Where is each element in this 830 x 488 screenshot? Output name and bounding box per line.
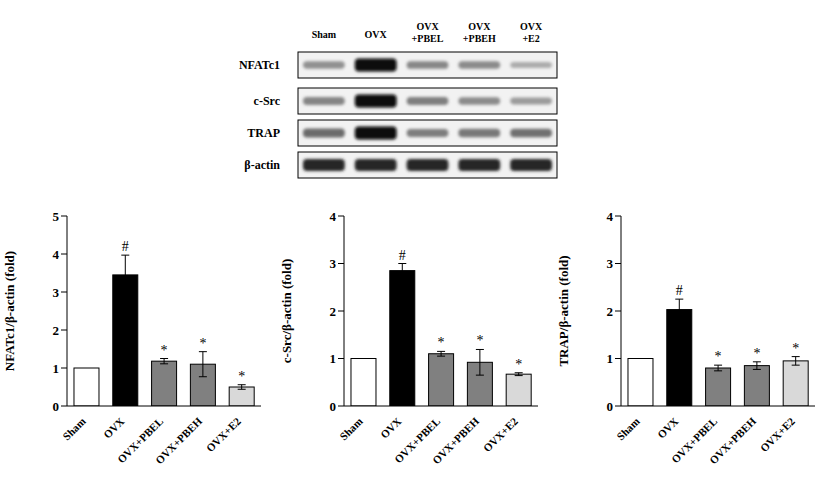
svg-text:*: * (238, 369, 245, 384)
svg-text:3: 3 (53, 285, 60, 300)
svg-text:2: 2 (330, 304, 337, 319)
svg-text:OVX+E2: OVX+E2 (204, 415, 244, 455)
svg-text:c-Src/β-actin (fold): c-Src/β-actin (fold) (279, 259, 294, 363)
svg-text:#: # (676, 283, 683, 298)
svg-text:OVX: OVX (365, 29, 388, 40)
svg-text:0: 0 (330, 399, 337, 414)
svg-text:OVX+PBEL: OVX+PBEL (668, 414, 720, 466)
svg-text:OVX+PBEL: OVX+PBEL (412, 21, 444, 44)
svg-text:Sham: Sham (60, 415, 88, 443)
svg-text:OVX: OVX (655, 415, 681, 441)
svg-text:OVX+PBEH: OVX+PBEH (430, 415, 482, 467)
svg-text:*: * (515, 357, 522, 372)
svg-text:*: * (199, 336, 206, 351)
svg-text:NFATc1/β-actin (fold): NFATc1/β-actin (fold) (8, 251, 17, 371)
svg-text:OVX+E2: OVX+E2 (520, 21, 543, 44)
svg-text:#: # (122, 239, 129, 254)
svg-text:1: 1 (53, 361, 60, 376)
svg-text:NFATc1: NFATc1 (239, 58, 280, 72)
svg-text:*: * (753, 346, 760, 361)
svg-text:*: * (476, 333, 483, 348)
svg-text:Sham: Sham (337, 415, 365, 443)
svg-text:2: 2 (607, 304, 614, 319)
svg-text:*: * (161, 343, 168, 358)
svg-text:Sham: Sham (312, 29, 337, 40)
svg-text:4: 4 (53, 247, 60, 262)
svg-text:5: 5 (53, 209, 60, 224)
svg-text:OVX: OVX (101, 415, 127, 441)
svg-text:β-actin: β-actin (244, 158, 280, 172)
svg-text:OVX+PBEH: OVX+PBEH (153, 415, 205, 467)
svg-text:3: 3 (330, 256, 337, 271)
svg-text:OVX: OVX (378, 415, 404, 441)
svg-text:TRAP: TRAP (247, 126, 280, 140)
svg-text:OVX+E2: OVX+E2 (481, 415, 521, 455)
svg-text:Sham: Sham (614, 415, 642, 443)
svg-text:2: 2 (53, 323, 60, 338)
svg-text:*: * (438, 335, 445, 350)
svg-text:1: 1 (607, 351, 614, 366)
svg-text:c-Src: c-Src (254, 94, 281, 108)
svg-text:*: * (792, 341, 799, 356)
svg-text:*: * (715, 349, 722, 364)
svg-text:#: # (399, 248, 406, 263)
svg-text:OVX+PBEH: OVX+PBEH (707, 415, 759, 467)
svg-text:OVX+PBEL: OVX+PBEL (114, 414, 166, 466)
svg-text:4: 4 (330, 209, 337, 224)
svg-text:1: 1 (330, 351, 337, 366)
svg-text:OVX+E2: OVX+E2 (758, 415, 798, 455)
svg-text:4: 4 (607, 209, 614, 224)
svg-text:OVX+PBEL: OVX+PBEL (391, 414, 443, 466)
svg-text:TRAP/β-actin (fold): TRAP/β-actin (fold) (556, 255, 571, 366)
svg-text:3: 3 (607, 256, 614, 271)
svg-text:0: 0 (53, 399, 60, 414)
svg-text:OVX+PBEH: OVX+PBEH (463, 21, 496, 44)
svg-text:0: 0 (607, 399, 614, 414)
